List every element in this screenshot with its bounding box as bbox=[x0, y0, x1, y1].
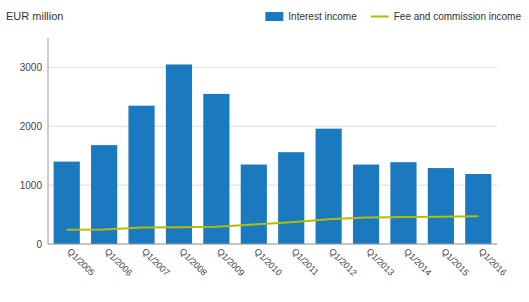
x-tick-label: Q1/2006 bbox=[103, 246, 134, 277]
grid-line bbox=[48, 126, 497, 127]
y-tick-label: 3000 bbox=[20, 62, 43, 73]
y-tick-label: 1000 bbox=[20, 180, 43, 191]
x-tick-label: Q1/2014 bbox=[402, 246, 433, 277]
bar bbox=[54, 162, 80, 244]
bar bbox=[353, 165, 379, 244]
bar bbox=[203, 94, 229, 244]
grid-line bbox=[48, 244, 497, 245]
x-tick-label: Q1/2008 bbox=[178, 246, 209, 277]
marks bbox=[54, 64, 492, 244]
y-tick-label: 0 bbox=[36, 239, 42, 250]
bar bbox=[316, 129, 342, 244]
legend-label: Interest income bbox=[288, 11, 357, 22]
bar bbox=[465, 174, 491, 244]
bar bbox=[428, 168, 454, 244]
legend-swatch bbox=[265, 12, 283, 21]
y-tick-label: 2000 bbox=[20, 121, 43, 132]
x-tick-label: Q1/2013 bbox=[365, 246, 396, 277]
x-axis-line bbox=[48, 244, 497, 245]
bar bbox=[278, 152, 304, 244]
y-axis-label: EUR million bbox=[6, 10, 63, 22]
bar bbox=[166, 64, 192, 244]
legend: Interest income Fee and commission income bbox=[265, 11, 521, 22]
x-tick-label: Q1/2010 bbox=[252, 246, 283, 277]
x-tick-labels: Q1/2005Q1/2006Q1/2007Q1/2008Q1/2009Q1/20… bbox=[65, 246, 508, 277]
grid-line bbox=[48, 67, 497, 68]
x-tick-label: Q1/2009 bbox=[215, 246, 246, 277]
bar bbox=[241, 165, 267, 244]
x-tick-label: Q1/2007 bbox=[140, 246, 171, 277]
x-tick-label: Q1/2012 bbox=[327, 246, 358, 277]
bar bbox=[128, 106, 154, 244]
y-axis-line bbox=[48, 38, 49, 244]
legend-label: Fee and commission income bbox=[394, 11, 522, 22]
chart-container: 0100020003000Q1/2005Q1/2006Q1/2007Q1/200… bbox=[0, 0, 529, 302]
x-tick-label: Q1/2011 bbox=[290, 246, 321, 277]
bar bbox=[390, 162, 416, 244]
legend-swatch bbox=[371, 16, 389, 18]
x-tick-label: Q1/2015 bbox=[439, 246, 470, 277]
chart-svg: 0100020003000Q1/2005Q1/2006Q1/2007Q1/200… bbox=[0, 0, 529, 302]
x-tick-label: Q1/2016 bbox=[477, 246, 508, 277]
line bbox=[67, 216, 479, 230]
y-grid: 0 1000 2000 3000 bbox=[20, 62, 497, 250]
x-tick-label: Q1/2005 bbox=[65, 246, 96, 277]
